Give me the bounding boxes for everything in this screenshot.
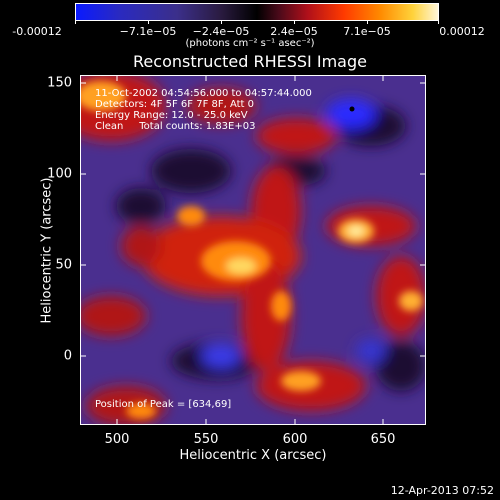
colorbar-tick (438, 20, 439, 24)
timestamp: 12-Apr-2013 07:52 (390, 484, 494, 497)
colorbar-tick (367, 20, 368, 24)
peak-marker (349, 106, 355, 112)
colorbar-tick (75, 20, 76, 24)
x-tick-label: 550 (193, 432, 219, 447)
colorbar-tick-label: −7.1e−05 (119, 25, 177, 38)
colorbar (75, 3, 439, 21)
x-axis-label: Heliocentric X (arcsec) (179, 448, 327, 463)
colorbar-tick-label: −2.4e−05 (192, 25, 250, 38)
colorbar-tick-label: 7.1e−05 (343, 25, 391, 38)
x-tick-label: 650 (370, 432, 396, 447)
chart-title: Reconstructed RHESSI Image (133, 52, 367, 71)
colorbar-tick (221, 20, 222, 24)
y-axis-label: Heliocentric Y (arcsec) (39, 177, 55, 324)
annotation-peak-position: Position of Peak = [634,69] (95, 399, 232, 410)
annotation-energy-range: Energy Range: 12.0 - 25.0 keV (95, 110, 248, 121)
heatmap-image (81, 76, 425, 424)
annotation-time-range: 11-Oct-2002 04:54:56.000 to 04:57:44.000 (95, 88, 312, 99)
y-tick-label: 100 (47, 166, 72, 182)
colorbar-tick (148, 20, 149, 24)
bright-cores (81, 81, 423, 419)
colorbar-tick-label: 2.4e−05 (270, 25, 318, 38)
y-tick-label: 0 (63, 348, 72, 364)
colorbar-tick (294, 20, 295, 24)
annotation-counts: Clean Total counts: 1.83E+03 (95, 121, 256, 132)
colorbar-units: (photons cm⁻² s⁻¹ asec⁻²) (185, 38, 315, 49)
plot-area: 11-Oct-2002 04:54:56.000 to 04:57:44.000… (80, 75, 426, 425)
y-tick-label: 150 (47, 75, 72, 91)
x-tick-label: 500 (104, 432, 130, 447)
colorbar-tick-label: 0.00012 (439, 25, 485, 38)
annotation-detectors: Detectors: 4F 5F 6F 7F 8F, Att 0 (95, 99, 255, 110)
colorbar-tick-label: -0.00012 (12, 25, 62, 38)
y-tick-label: 50 (55, 257, 72, 273)
x-tick-label: 600 (282, 432, 308, 447)
